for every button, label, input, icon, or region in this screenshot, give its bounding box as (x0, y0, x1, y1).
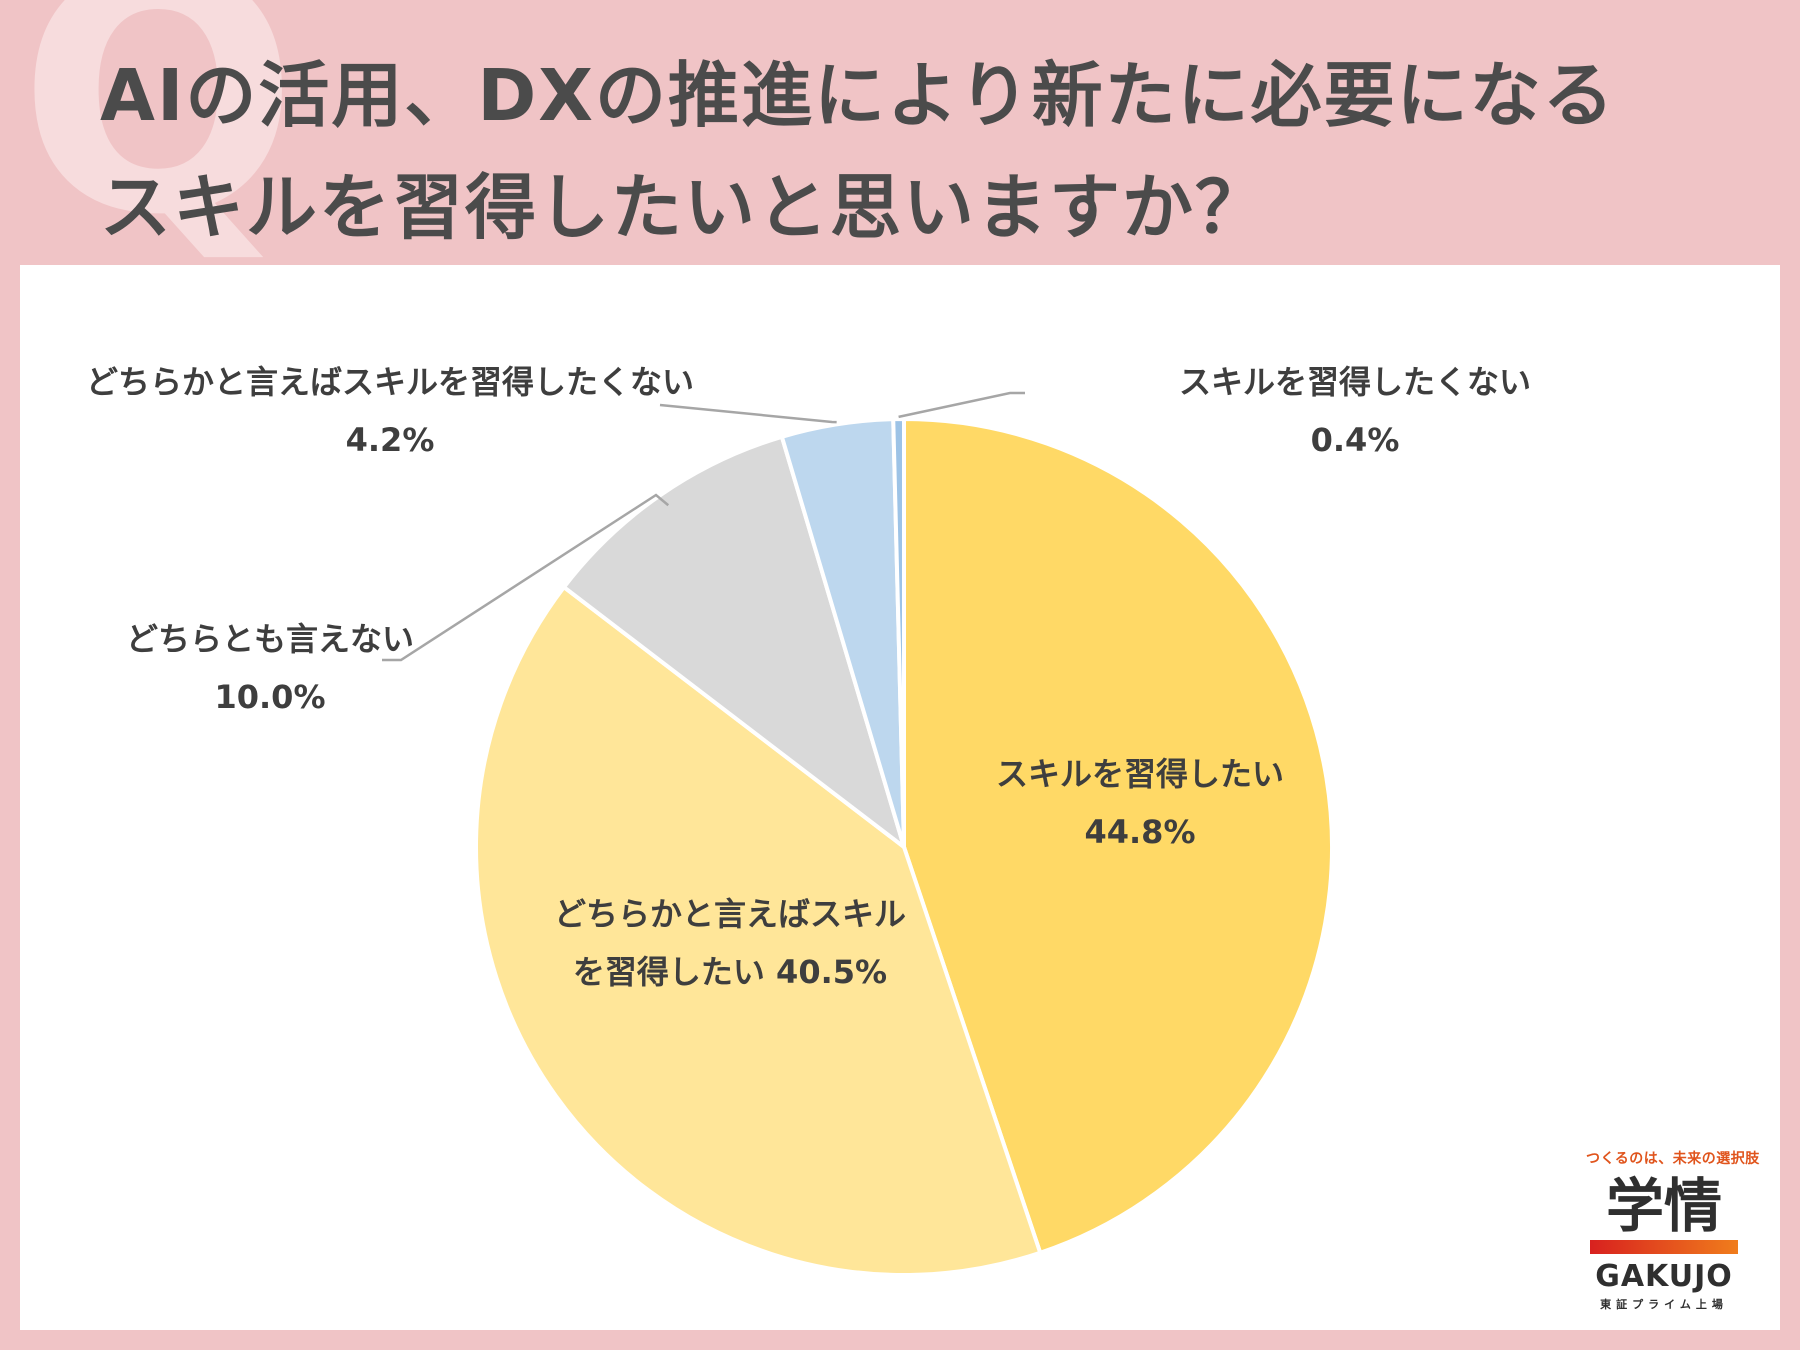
slice-not-want (891, 416, 906, 849)
pie-chart (382, 391, 1334, 1277)
leader-line-somewhat-not-want (659, 403, 837, 424)
logo-kanji: 学情 (1605, 1172, 1722, 1240)
label-somewhat-not-want: どちらかと言えばスキルを習得したくない 4.2% (60, 353, 720, 469)
question-line-2: スキルを習得したいと思いますか？ (100, 166, 1269, 249)
leader-line-neutral (382, 493, 670, 662)
label-somewhat-want: どちらかと言えばスキル を習得したい 40.5% (500, 885, 960, 1001)
question-title: AIの活用、DXの推進により新たに必要になる スキルを習得したいと思いますか？ (100, 40, 1780, 264)
label-somewhat-want-value: を習得したい 40.5% (572, 953, 888, 991)
logo-accent-bar (1590, 1240, 1738, 1254)
gakujo-logo: つくるのは、未来の選択肢 学情 GAKUJO 東証プライム上場 (1586, 1148, 1760, 1318)
label-neutral: どちらとも言えない 10.0% (90, 610, 450, 726)
label-not-want: スキルを習得したくない 0.4% (1145, 353, 1565, 469)
leader-line-not-want (898, 391, 1025, 419)
label-not-want-name: スキルを習得したくない (1178, 363, 1531, 401)
label-not-want-value: 0.4% (1310, 421, 1400, 459)
logo-tagline: つくるのは、未来の選択肢 (1586, 1151, 1760, 1167)
label-somewhat-not-want-value: 4.2% (345, 421, 435, 459)
chart-panel: スキルを習得したい 44.8% どちらかと言えばスキル を習得したい 40.5%… (20, 265, 1780, 1330)
label-skill-want-name: スキルを習得したい (995, 755, 1284, 793)
logo-roman: GAKUJO (1595, 1259, 1733, 1294)
slice-somewhat-want (474, 585, 1043, 1277)
logo-listed: 東証プライム上場 (1600, 1298, 1728, 1311)
question-line-1: AIの活用、DXの推進により新たに必要になる (100, 54, 1616, 137)
label-skill-want-value: 44.8% (1084, 813, 1196, 851)
label-neutral-name: どちらとも言えない (125, 620, 414, 658)
slice-skill-want (902, 417, 1334, 1255)
label-somewhat-not-want-name: どちらかと言えばスキルを習得したくない (85, 363, 694, 401)
label-somewhat-want-name: どちらかと言えばスキル (553, 895, 906, 933)
label-neutral-value: 10.0% (214, 678, 326, 716)
slice-neutral (561, 434, 906, 849)
label-skill-want: スキルを習得したい 44.8% (910, 745, 1370, 861)
